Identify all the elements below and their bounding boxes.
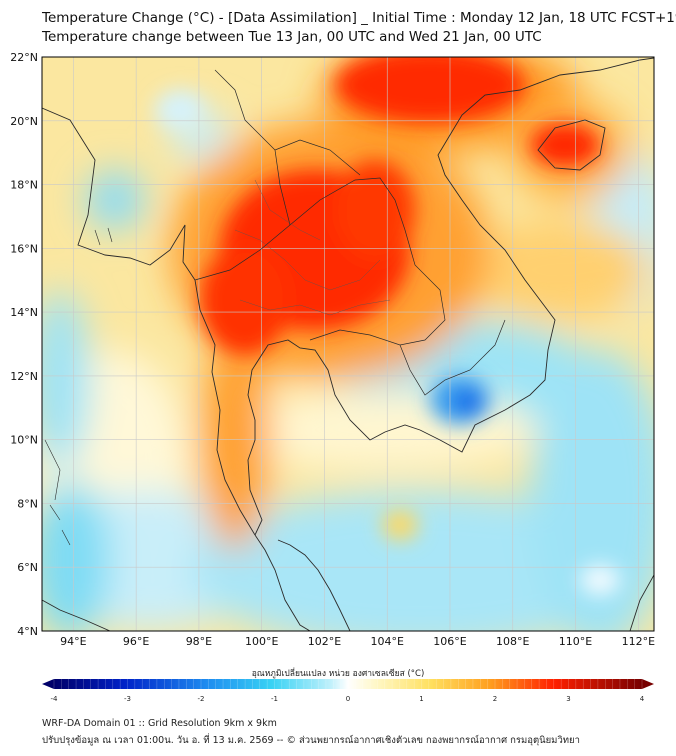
colorbar-tick-label: 0 xyxy=(346,695,350,703)
latitude-label: 8°N xyxy=(17,497,38,510)
latitude-label: 6°N xyxy=(17,561,38,574)
longitude-label: 110°E xyxy=(559,635,592,648)
colorbar-tick-label: 2 xyxy=(493,695,497,703)
longitude-label: 104°E xyxy=(371,635,404,648)
temperature-field xyxy=(42,57,654,631)
longitude-label: 96°E xyxy=(123,635,149,648)
colorbar-gradient xyxy=(54,679,642,689)
colorbar-tick-label: 3 xyxy=(566,695,570,703)
longitude-label: 100°E xyxy=(245,635,278,648)
longitude-label: 106°E xyxy=(433,635,466,648)
colorbar-tick-label: -1 xyxy=(271,695,278,703)
latitude-label: 20°N xyxy=(10,115,38,128)
latitude-label: 22°N xyxy=(10,51,38,64)
longitude-label: 94°E xyxy=(60,635,86,648)
latitude-label: 14°N xyxy=(10,306,38,319)
longitude-axis: 94°E 96°E 98°E 100°E 102°E 104°E 106°E 108°E 110… xyxy=(60,635,655,648)
footer-line-2: ปรับปรุงข้อมูล ณ เวลา 01:00น. วัน อ. ที่… xyxy=(42,735,580,746)
longitude-label: 112°E xyxy=(622,635,655,648)
map-border xyxy=(41,56,655,632)
colorbar-tick-label: -2 xyxy=(198,695,205,703)
colorbar-ticks: -4 -3 -2 -1 0 1 2 3 4 xyxy=(51,679,645,703)
latitude-label: 16°N xyxy=(10,242,38,255)
colorbar: -4 -3 -2 -1 0 1 2 3 4 xyxy=(42,679,654,703)
chart-title: Temperature Change (°C) - [Data Assimila… xyxy=(42,10,676,26)
colorbar-tick-label: 4 xyxy=(640,695,645,703)
colorbar-tick-label: -3 xyxy=(124,695,131,703)
latitude-label: 18°N xyxy=(10,179,38,192)
colorbar-high-arrow xyxy=(642,679,654,689)
latitude-label: 12°N xyxy=(10,370,38,383)
colorbar-tick-label: -4 xyxy=(51,695,59,703)
latitude-axis: 22°N 20°N 18°N 16°N 14°N 12°N 10°N 8°N 6°N 4°N xyxy=(10,51,38,638)
longitude-label: 102°E xyxy=(308,635,341,648)
latitude-label: 4°N xyxy=(17,625,38,638)
chart-subtitle: Temperature change between Tue 13 Jan, 0… xyxy=(42,29,542,45)
latitude-label: 10°N xyxy=(10,434,38,447)
colorbar-title: อุณหภูมิเปลี่ยนแปลง หน่วย องศาเซลเซียส (… xyxy=(251,669,425,679)
coastline-borders xyxy=(42,57,654,631)
colorbar-tick-label: 1 xyxy=(419,695,423,703)
footer-line-1: WRF-DA Domain 01 :: Grid Resolution 9km … xyxy=(42,718,277,729)
longitude-label: 108°E xyxy=(496,635,529,648)
longitude-label: 98°E xyxy=(186,635,212,648)
colorbar-low-arrow xyxy=(42,679,54,689)
